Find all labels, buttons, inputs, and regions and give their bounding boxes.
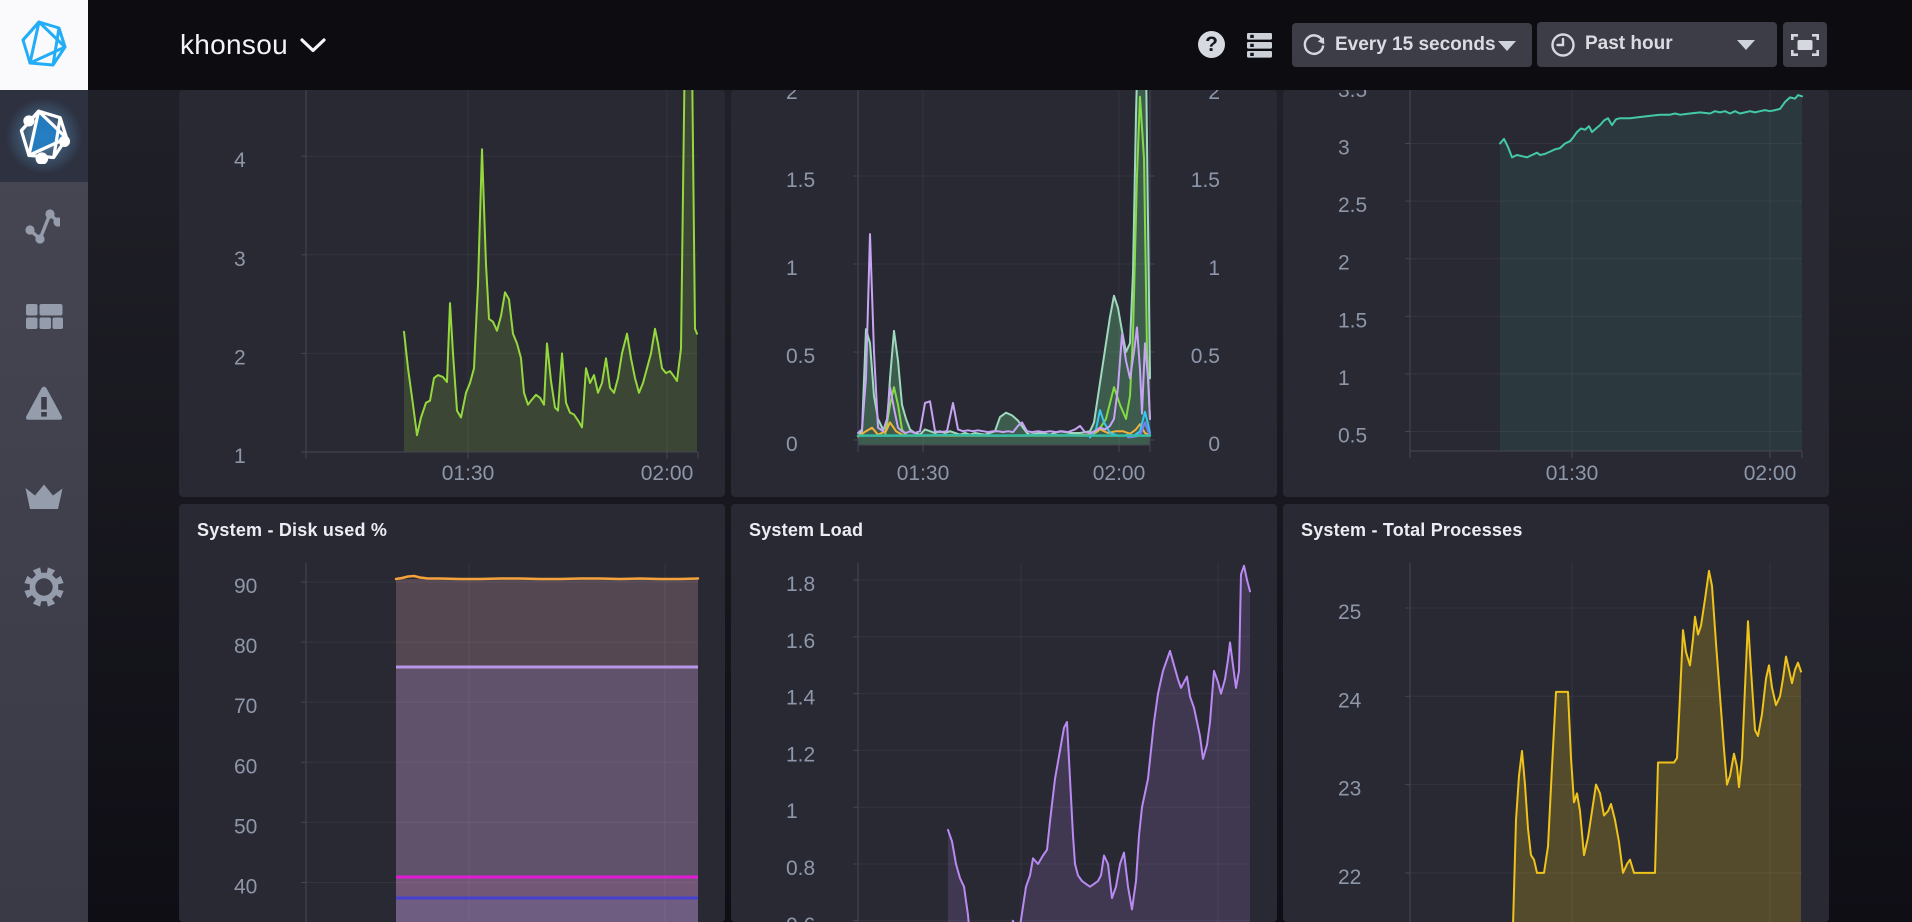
- svg-text:4: 4: [234, 149, 246, 172]
- svg-text:24: 24: [1338, 689, 1362, 712]
- svg-text:2: 2: [1338, 252, 1350, 275]
- svg-text:3: 3: [1338, 137, 1350, 160]
- svg-text:2: 2: [1208, 90, 1220, 104]
- svg-text:60: 60: [234, 755, 257, 778]
- svg-text:3: 3: [234, 248, 246, 271]
- svg-text:0.6: 0.6: [786, 914, 815, 922]
- svg-text:0: 0: [1208, 433, 1220, 456]
- svg-text:25: 25: [1338, 601, 1361, 624]
- svg-text:1.2: 1.2: [786, 743, 815, 766]
- svg-text:1: 1: [234, 445, 246, 468]
- svg-text:80: 80: [234, 635, 257, 658]
- svg-text:2: 2: [234, 346, 246, 369]
- svg-text:1.6: 1.6: [786, 630, 815, 653]
- svg-text:1: 1: [1338, 367, 1350, 390]
- svg-text:1: 1: [1208, 257, 1220, 280]
- svg-text:01:30: 01:30: [897, 462, 950, 485]
- svg-text:0.8: 0.8: [786, 857, 815, 880]
- svg-text:0.5: 0.5: [786, 345, 815, 368]
- svg-text:70: 70: [234, 695, 257, 718]
- svg-text:3.5: 3.5: [1338, 90, 1367, 102]
- svg-text:1: 1: [786, 257, 798, 280]
- svg-text:1: 1: [786, 800, 798, 823]
- svg-text:1.4: 1.4: [786, 687, 816, 710]
- svg-text:1.5: 1.5: [1338, 309, 1367, 332]
- svg-text:2: 2: [786, 90, 798, 104]
- svg-text:0.5: 0.5: [1338, 425, 1367, 448]
- svg-text:90: 90: [234, 575, 257, 598]
- svg-text:01:30: 01:30: [442, 462, 495, 485]
- svg-text:1.5: 1.5: [1191, 169, 1220, 192]
- svg-text:50: 50: [234, 815, 257, 838]
- svg-text:0.5: 0.5: [1191, 345, 1220, 368]
- svg-text:0: 0: [786, 433, 798, 456]
- svg-text:23: 23: [1338, 778, 1361, 801]
- svg-text:01:30: 01:30: [1546, 462, 1599, 485]
- svg-text:02:00: 02:00: [1744, 462, 1797, 485]
- svg-text:40: 40: [234, 876, 257, 899]
- svg-text:02:00: 02:00: [1093, 462, 1146, 485]
- svg-text:02:00: 02:00: [641, 462, 694, 485]
- svg-text:2.5: 2.5: [1338, 194, 1367, 217]
- svg-text:1.5: 1.5: [786, 169, 815, 192]
- svg-text:22: 22: [1338, 866, 1361, 889]
- svg-text:1.8: 1.8: [786, 573, 815, 596]
